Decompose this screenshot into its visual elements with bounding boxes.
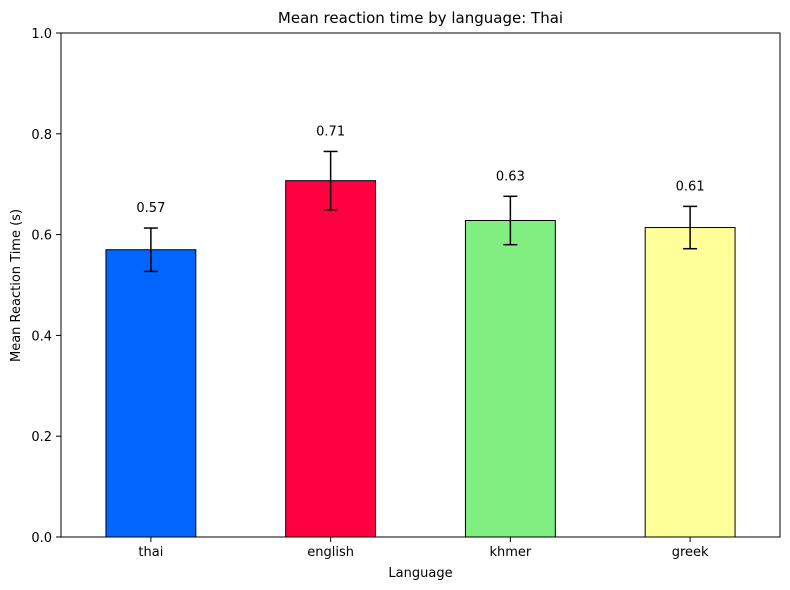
error-bar-khmer (503, 195, 518, 246)
data-label-thai: 0.57 (136, 201, 165, 216)
error-bar-english (323, 150, 338, 211)
x-axis-title: Language (388, 566, 452, 581)
error-bar-greek (683, 205, 698, 250)
y-tick-label: 0.4 (31, 329, 52, 344)
x-tick-label-khmer: khmer (489, 545, 531, 560)
x-tick-label-greek: greek (672, 545, 709, 560)
y-tick-label: 0.8 (31, 128, 52, 143)
bar-greek (644, 227, 736, 538)
y-tick-label: 0.0 (31, 531, 52, 546)
bar-thai (105, 249, 197, 538)
data-label-khmer: 0.63 (496, 169, 525, 184)
x-tick-label-thai: thai (138, 545, 163, 560)
y-axis-title: Mean Reaction Time (s) (9, 209, 24, 362)
axes-frame (60, 32, 781, 538)
bar-khmer (464, 219, 556, 538)
plot-area: 0.57 thai 0.71 english 0.63 khmer 0.61 greek 0.0… (31, 27, 781, 560)
x-tick-label-english: english (307, 545, 354, 560)
y-tick-label: 1.0 (31, 27, 52, 42)
bar-english (285, 180, 377, 538)
data-label-english: 0.71 (316, 124, 345, 139)
data-label-greek: 0.61 (676, 179, 705, 194)
y-tick-label: 0.6 (31, 229, 52, 244)
chart-title: Mean reaction time by language: Thai (278, 9, 563, 27)
y-tick-label: 0.2 (31, 430, 52, 445)
error-bar-thai (143, 227, 158, 273)
